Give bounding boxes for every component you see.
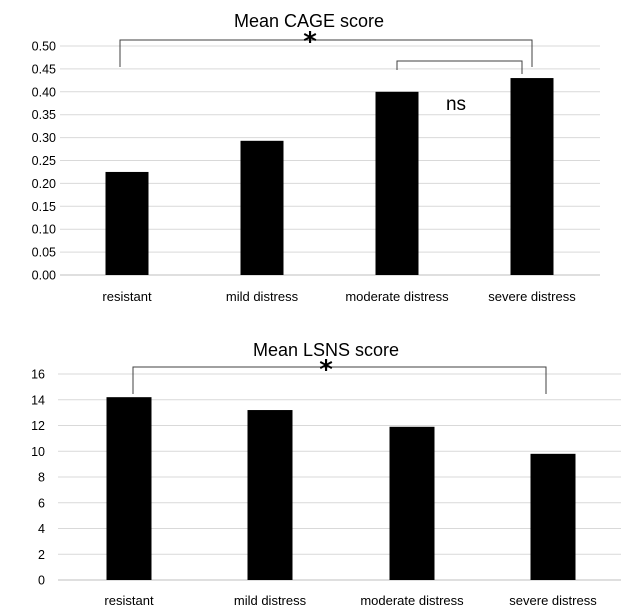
cage-category-label-severe-distress: severe distress: [488, 289, 576, 304]
lsns-bars: [106, 397, 576, 580]
lsns-category-label-resistant: resistant: [104, 593, 154, 607]
cage-significance-annotations: * ns: [119, 27, 533, 115]
cage-y-tick-label: 0.40: [32, 85, 56, 99]
lsns-y-tick-label: 16: [31, 368, 45, 382]
cage-category-label-mild-distress: mild distress: [226, 289, 299, 304]
lsns-y-tick-label: 4: [38, 522, 45, 536]
lsns-bar-severe-distress: [530, 453, 576, 580]
lsns-significance-annotations: *: [132, 355, 547, 394]
cage-y-tick-label: 0.10: [32, 223, 56, 237]
lsns-gridlines: [58, 373, 621, 581]
cage-category-labels: resistant mild distress moderate distres…: [102, 289, 576, 304]
lsns-bar-moderate-distress: [389, 426, 435, 580]
cage-significance-ns: ns: [446, 94, 466, 115]
lsns-y-tick-label: 10: [31, 445, 45, 459]
cage-bracket-resistant-severe: [119, 39, 533, 67]
cage-chart-title: Mean CAGE score: [234, 11, 384, 31]
lsns-category-label-mild-distress: mild distress: [234, 593, 307, 607]
cage-y-tick-label: 0.45: [32, 62, 56, 76]
lsns-chart: Mean LSNS score 0 2 4 6 8 10 12 14 16 resistant …: [31, 340, 621, 607]
cage-category-label-moderate-distress: moderate distress: [345, 289, 449, 304]
lsns-category-labels: resistant mild distress moderate distres…: [104, 593, 597, 607]
lsns-y-tick-label: 2: [38, 548, 45, 562]
cage-y-ticks: 0.00 0.05 0.10 0.15 0.20 0.25 0.30 0.35 0.40 0.45…: [32, 40, 56, 283]
cage-y-tick-label: 0.05: [32, 246, 56, 260]
cage-gridlines: [60, 45, 600, 276]
cage-significance-star: *: [303, 27, 317, 57]
lsns-y-ticks: 0 2 4 6 8 10 12 14 16: [31, 368, 45, 588]
lsns-y-tick-label: 12: [31, 419, 45, 433]
cage-y-tick-label: 0.25: [32, 154, 56, 168]
cage-y-tick-label: 0.20: [32, 177, 56, 191]
cage-bar-moderate-distress: [375, 91, 419, 275]
lsns-y-tick-label: 6: [38, 496, 45, 510]
cage-y-tick-label: 0.15: [32, 200, 56, 214]
lsns-category-label-severe-distress: severe distress: [509, 593, 597, 607]
cage-y-tick-label: 0.50: [32, 40, 56, 54]
lsns-y-tick-label: 8: [38, 471, 45, 485]
cage-bar-mild-distress: [240, 140, 284, 275]
lsns-y-tick-label: 14: [31, 393, 45, 407]
cage-y-tick-label: 0.00: [32, 269, 56, 283]
cage-chart: Mean CAGE score 0.00 0.05 0.10 0.15 0.20 0.25…: [32, 11, 600, 304]
lsns-bar-resistant: [106, 397, 152, 580]
lsns-significance-star: *: [319, 355, 333, 385]
lsns-category-label-moderate-distress: moderate distress: [360, 593, 464, 607]
cage-bar-resistant: [105, 171, 149, 275]
lsns-bracket-resistant-severe: [132, 366, 547, 394]
lsns-chart-title: Mean LSNS score: [253, 340, 399, 360]
cage-bars: [105, 78, 554, 275]
cage-bar-severe-distress: [510, 78, 554, 275]
cage-category-label-resistant: resistant: [102, 289, 152, 304]
cage-y-tick-label: 0.30: [32, 131, 56, 145]
cage-bracket-moderate-severe: [396, 60, 523, 74]
lsns-bar-mild-distress: [247, 410, 293, 580]
cage-y-tick-label: 0.35: [32, 108, 56, 122]
lsns-y-tick-label: 0: [38, 574, 45, 588]
